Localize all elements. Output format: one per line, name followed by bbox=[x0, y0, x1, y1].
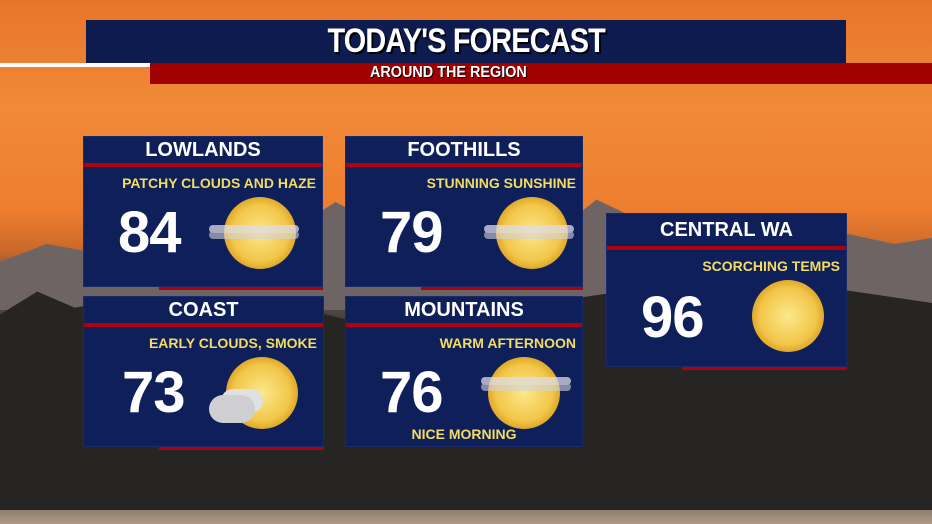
divider bbox=[159, 287, 323, 290]
condition: WARM AFTERNOON bbox=[439, 335, 576, 351]
divider bbox=[421, 287, 583, 290]
hazy-sun-icon bbox=[496, 197, 568, 269]
region-card-mountains: MOUNTAINS WARM AFTERNOON 76 NICE MORNING bbox=[345, 296, 583, 447]
temperature: 79 bbox=[380, 200, 444, 265]
region-card-foothills: FOOTHILLS STUNNING SUNSHINE 79 bbox=[345, 136, 583, 290]
region-name: FOOTHILLS bbox=[346, 137, 582, 167]
haze-icon bbox=[484, 225, 574, 233]
divider bbox=[159, 447, 324, 450]
page-title: TODAY'S FORECAST bbox=[327, 22, 605, 60]
temperature: 84 bbox=[118, 200, 182, 265]
region-name: MOUNTAINS bbox=[346, 297, 582, 327]
hazy-sun-icon bbox=[488, 357, 560, 429]
haze-icon bbox=[209, 225, 299, 233]
subtitle-bar: AROUND THE REGION bbox=[150, 63, 932, 84]
region-card-lowlands: LOWLANDS PATCHY CLOUDS AND HAZE 84 bbox=[83, 136, 323, 290]
subtitle: AROUND THE REGION bbox=[370, 64, 527, 81]
temperature: 76 bbox=[380, 360, 444, 425]
condition: EARLY CLOUDS, SMOKE bbox=[148, 335, 317, 351]
condition: SCORCHING TEMPS bbox=[702, 258, 840, 274]
temperature: 96 bbox=[641, 285, 705, 350]
region-name: LOWLANDS bbox=[84, 137, 322, 167]
region-name: COAST bbox=[84, 297, 323, 327]
temperature: 73 bbox=[122, 360, 186, 425]
title-banner: TODAY'S FORECAST bbox=[86, 20, 846, 63]
condition: STUNNING SUNSHINE bbox=[426, 175, 576, 191]
divider bbox=[682, 367, 847, 370]
region-card-central-wa: CENTRAL WA SCORCHING TEMPS 96 bbox=[606, 213, 847, 370]
cloud-icon bbox=[209, 395, 255, 423]
hazy-sun-icon bbox=[224, 197, 296, 269]
haze-icon bbox=[481, 377, 571, 385]
region-card-coast: COAST EARLY CLOUDS, SMOKE 73 bbox=[83, 296, 324, 450]
sun-icon bbox=[752, 280, 824, 352]
region-name: CENTRAL WA bbox=[607, 214, 846, 250]
note: NICE MORNING bbox=[411, 426, 517, 442]
condition: PATCHY CLOUDS AND HAZE bbox=[122, 175, 316, 191]
divider bbox=[0, 63, 150, 67]
